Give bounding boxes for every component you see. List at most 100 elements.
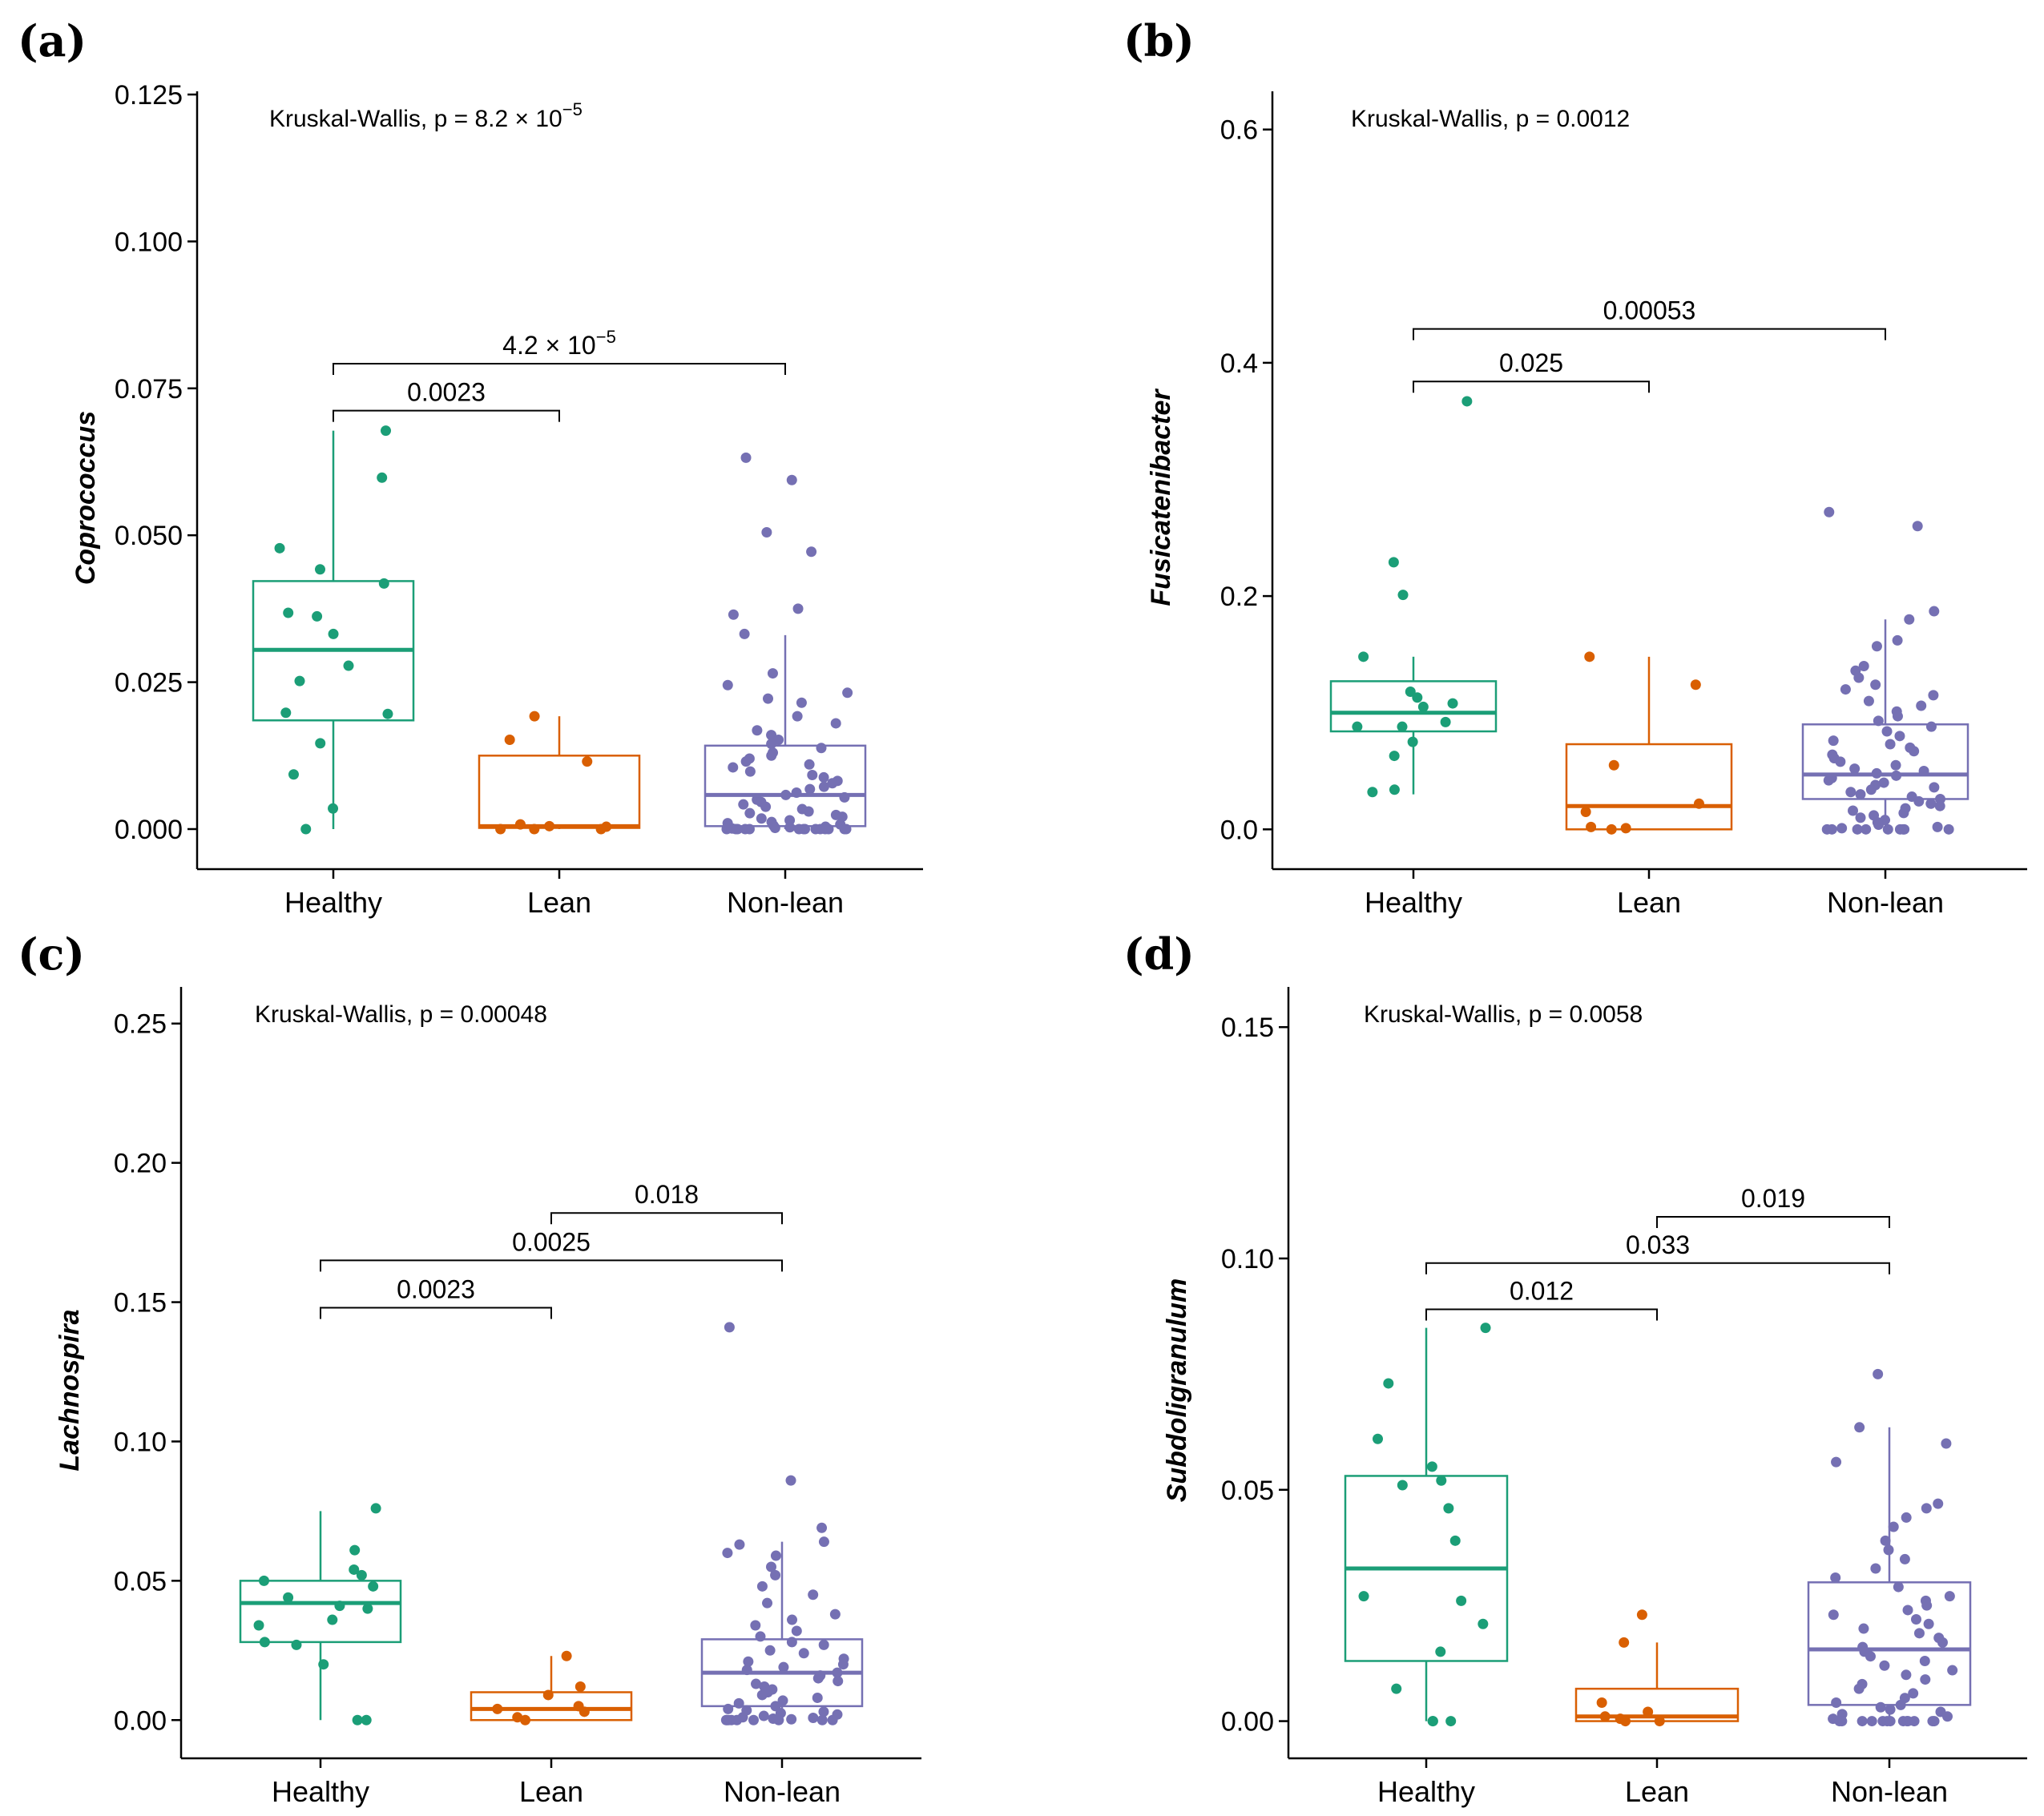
data-point [1890, 759, 1901, 771]
bracket-p-value: 0.018 [635, 1180, 699, 1209]
data-point [1929, 782, 1940, 793]
data-point [1933, 1498, 1944, 1509]
data-point [777, 1695, 788, 1706]
bracket-line [333, 409, 560, 422]
data-point [818, 1706, 829, 1717]
x-tick-label: Non-lean [1831, 1775, 1948, 1808]
data-point [334, 1601, 345, 1612]
data-point [1923, 1618, 1934, 1629]
data-point [818, 1536, 829, 1548]
kruskal-wallis-label: Kruskal-Wallis, p = 0.0012 [1351, 106, 1630, 132]
data-point [1943, 823, 1954, 835]
data-point [740, 756, 752, 767]
data-point [818, 781, 829, 792]
data-point [362, 1603, 373, 1614]
data-point [1894, 731, 1905, 742]
data-point [767, 668, 778, 679]
data-point [1873, 1368, 1884, 1379]
data-point [763, 693, 774, 704]
data-point [1870, 679, 1881, 691]
data-point [1908, 1688, 1919, 1699]
data-point [1909, 746, 1920, 757]
panel-letter: (d) [1123, 928, 1195, 980]
bracket-line [1425, 1262, 1890, 1274]
data-point [1830, 1572, 1841, 1584]
y-axis-title: Subdoligranulum [1162, 1278, 1192, 1503]
data-point [381, 425, 392, 437]
data-point [1391, 1683, 1402, 1694]
data-point [1863, 695, 1874, 707]
data-point [1447, 698, 1458, 709]
data-point [761, 527, 772, 538]
panel-a: (a) 0.000 0.025 0.050 0.075 0.100 0.125 Coproco… [18, 15, 923, 919]
significance-bracket: 0.018 [550, 1180, 783, 1225]
bracket-line [1425, 1308, 1658, 1321]
data-point [728, 762, 739, 773]
data-point [769, 823, 780, 834]
data-point [1932, 821, 1943, 832]
data-point [1831, 1456, 1842, 1468]
x-tick-label: Healthy [284, 886, 382, 919]
data-point [1912, 521, 1923, 532]
bracket-line [1413, 328, 1886, 340]
data-point [796, 697, 807, 708]
kruskal-prefix: Kruskal-Wallis, p = [269, 106, 474, 132]
data-point [514, 819, 526, 830]
data-point [1895, 1699, 1906, 1710]
data-point [756, 1580, 768, 1592]
data-point [766, 750, 777, 761]
data-point [1925, 798, 1937, 809]
data-point [750, 1620, 761, 1631]
x-tick-label: Non-lean [727, 886, 844, 919]
panel-c: (c) 0.00 0.05 0.10 0.15 0.20 0.25 Lachnospira He… [18, 928, 921, 1808]
kruskal-prefix: Kruskal-Wallis, p = 0.0012 [1351, 106, 1630, 132]
data-point [561, 1650, 572, 1661]
data-point [1858, 1623, 1869, 1634]
bracket-line [320, 1259, 783, 1272]
data-point [1836, 823, 1848, 834]
p-value-text: 0.018 [635, 1180, 699, 1209]
data-point [787, 1614, 798, 1625]
panel-d: (d) 0.00 0.05 0.10 0.15 Subdoligranulum Health… [1123, 928, 2027, 1808]
p-value-text: 0.025 [1499, 348, 1563, 377]
data-point [1902, 1605, 1913, 1616]
significance-bracket: 0.0025 [320, 1227, 783, 1272]
kruskal-wallis-label: Kruskal-Wallis, p = 8.2 × 10−5 [269, 99, 583, 132]
data-point [721, 823, 732, 835]
data-point [1397, 1480, 1408, 1491]
data-point [793, 823, 804, 835]
data-point [1854, 1422, 1865, 1433]
x-tick-label: Healthy [1377, 1775, 1475, 1808]
data-point [752, 725, 763, 736]
data-point [315, 738, 326, 749]
data-point [743, 1656, 754, 1667]
data-point [1620, 823, 1631, 834]
data-point [1902, 1716, 1913, 1727]
data-point [349, 1564, 360, 1575]
data-point [728, 609, 739, 620]
data-point [1388, 557, 1399, 568]
data-point [827, 778, 838, 789]
data-point [815, 823, 826, 835]
data-point [1855, 789, 1866, 800]
data-point [1937, 1637, 1948, 1648]
data-point [833, 1676, 844, 1687]
y-tick-label: 0.6 [1220, 115, 1258, 146]
data-point [837, 1659, 849, 1670]
y-tick-label: 0.05 [1221, 1476, 1274, 1506]
data-point [723, 1703, 734, 1714]
data-point [786, 1637, 797, 1648]
data-point [1855, 812, 1866, 823]
data-point [1853, 672, 1865, 683]
box-healthy [239, 1511, 402, 1721]
data-point [1654, 1716, 1665, 1727]
data-point [356, 1569, 367, 1580]
data-point [770, 1550, 781, 1561]
data-point [1921, 1600, 1933, 1611]
significance-bracket: 0.00053 [1413, 296, 1886, 340]
p-value-text: 0.0023 [397, 1275, 475, 1304]
bracket-p-value: 0.0025 [512, 1227, 591, 1256]
data-point [274, 542, 285, 554]
data-point [1580, 806, 1591, 817]
data-point [1620, 1716, 1631, 1727]
